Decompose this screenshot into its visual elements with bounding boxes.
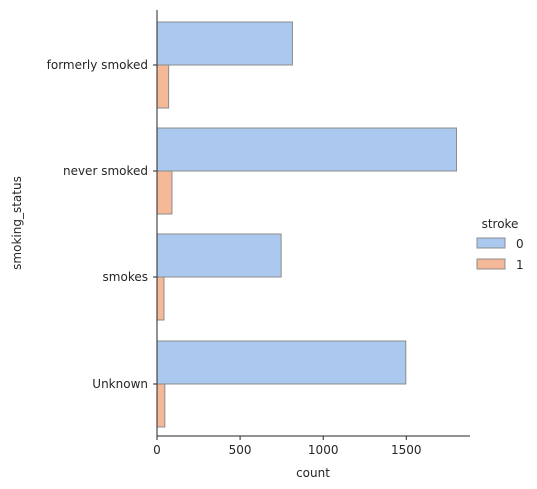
- x-axis-label: count: [296, 466, 330, 480]
- y-tick-label: smokes: [103, 270, 148, 284]
- x-tick-label: 1000: [308, 443, 339, 457]
- bar-unknown-stroke-1: [156, 383, 166, 428]
- legend-items: 01: [476, 237, 524, 272]
- legend-label-stroke-0: 0: [516, 237, 524, 251]
- x-tick-label: 500: [229, 443, 252, 457]
- y-tick-label: Unknown: [92, 377, 148, 391]
- legend-title: stroke: [482, 217, 519, 231]
- bar-smokes-stroke-1: [156, 276, 165, 321]
- y-tick-label: formerly smoked: [47, 58, 148, 72]
- bar-unknown-stroke-0: [156, 340, 407, 385]
- x-ticks: 0 500 1000 1500: [153, 436, 422, 457]
- bar-never-smoked-stroke-0: [156, 127, 457, 172]
- bar-never-smoked-stroke-1: [156, 170, 173, 215]
- bar-formerly-smoked-stroke-0: [156, 21, 293, 66]
- x-tick-label: 0: [153, 443, 161, 457]
- legend-label-stroke-1: 1: [516, 258, 524, 272]
- y-ticks: formerly smoked never smoked smokes Unknown: [47, 58, 157, 391]
- legend-swatch-stroke-1: [476, 258, 506, 270]
- legend: stroke 01: [476, 217, 524, 272]
- bar-smokes-stroke-0: [156, 233, 282, 278]
- legend-swatch-stroke-0: [476, 237, 506, 249]
- y-tick-label: never smoked: [63, 164, 148, 178]
- x-tick-label: 1500: [391, 443, 422, 457]
- y-axis-label: smoking_status: [10, 176, 24, 270]
- bar-formerly-smoked-stroke-1: [156, 64, 170, 109]
- bars-layer: [156, 21, 457, 428]
